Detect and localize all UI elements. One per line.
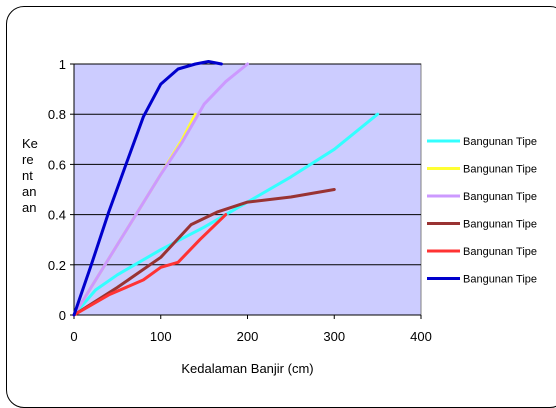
legend-marker: [442, 222, 445, 225]
y-tick-label: 0.8: [48, 107, 66, 122]
legend-marker: [442, 249, 445, 253]
y-tick-label: 1: [59, 57, 66, 72]
legend-item-3: Bangunan Tipe: [427, 191, 537, 203]
data-point: [116, 243, 119, 246]
data-point: [246, 62, 249, 66]
series-line: [72, 60, 223, 317]
data-point: [124, 163, 128, 166]
data-point: [94, 288, 97, 292]
legend-marker: [442, 277, 445, 280]
y-tick-label: 0.6: [48, 157, 66, 172]
data-point: [189, 223, 193, 226]
x-tick-label: 400: [410, 329, 432, 344]
data-point: [159, 266, 162, 269]
data-point: [333, 148, 336, 151]
tick-labels: 0 0.2 0.4 0.6 0.8 1 0 100 200 300 400: [48, 57, 432, 344]
series-line: [72, 188, 336, 317]
data-point: [202, 102, 206, 106]
legend-item-2: Bangunan Tipe: [427, 164, 537, 176]
x-axis-title: Kedalaman Banjir (cm): [181, 361, 313, 376]
legend-item-5: Bangunan Tipe: [427, 246, 537, 258]
data-point: [137, 208, 141, 211]
data-point: [142, 115, 145, 118]
data-point: [90, 263, 93, 266]
legend-label: Bangunan Tipe: [463, 219, 537, 231]
y-tick-label: 0.2: [48, 258, 66, 273]
data-point: [194, 62, 197, 66]
data-point: [289, 175, 293, 179]
x-tick-label: 200: [237, 329, 259, 344]
y-tick-label: 0.4: [48, 208, 66, 223]
data-point: [207, 60, 210, 63]
data-point: [176, 67, 180, 71]
data-point: [159, 248, 162, 251]
data-point: [107, 293, 110, 297]
data-point: [176, 261, 180, 264]
data-point: [224, 80, 228, 83]
series-6: [72, 60, 223, 317]
data-point: [116, 273, 119, 277]
x-tick-label: 100: [150, 329, 172, 344]
data-point: [215, 210, 219, 214]
plot-area: [73, 63, 422, 316]
y-tick-label: 0: [59, 308, 66, 323]
data-point: [159, 82, 162, 86]
chart-canvas: 0 0.2 0.4 0.6 0.8 1 0 100 200 300 400 Kedalaman Ba…: [22, 57, 537, 376]
x-tick-label: 0: [70, 329, 77, 344]
data-point: [198, 238, 201, 241]
data-point: [202, 225, 206, 229]
data-point: [116, 286, 119, 289]
legend-item-6: Bangunan Tipe: [427, 274, 537, 286]
legend-marker: [442, 167, 445, 170]
data-point: [107, 210, 110, 214]
legend-item-1: Bangunan Tipe: [427, 136, 537, 148]
legend-label: Bangunan Tipe: [463, 136, 537, 148]
series-group: [72, 60, 380, 317]
data-point: [194, 113, 197, 116]
y-axis-title-line: nt: [22, 168, 33, 183]
data-point: [94, 278, 97, 282]
data-point: [224, 213, 228, 216]
legend-label: Bangunan Tipe: [463, 164, 537, 176]
legend-label: Bangunan Tipe: [463, 246, 537, 258]
data-point: [159, 173, 162, 176]
legend-label: Bangunan Tipe: [463, 191, 537, 203]
series-3: [72, 62, 249, 317]
legend-marker: [442, 139, 445, 143]
data-point: [181, 140, 184, 144]
data-point: [333, 188, 336, 191]
axes: [70, 63, 422, 319]
y-axis-title-line: an: [22, 184, 36, 199]
y-axis-title-line: an: [22, 200, 36, 215]
legend-label: Bangunan Tipe: [463, 274, 537, 286]
data-point: [142, 278, 145, 282]
data-point: [246, 200, 249, 204]
data-point: [376, 113, 379, 116]
y-axis-title-line: Ke: [22, 136, 38, 151]
legend-item-4: Bangunan Tipe: [427, 219, 537, 231]
y-axis-title-line: re: [22, 152, 34, 167]
data-point: [159, 256, 162, 259]
data-point: [220, 62, 223, 66]
legend-marker: [442, 194, 445, 198]
data-point: [289, 195, 293, 199]
x-tick-label: 300: [323, 329, 345, 344]
legend: Bangunan Tipe Bangunan Tipe Bangunan Tipe B…: [427, 136, 537, 286]
data-point: [72, 313, 76, 317]
